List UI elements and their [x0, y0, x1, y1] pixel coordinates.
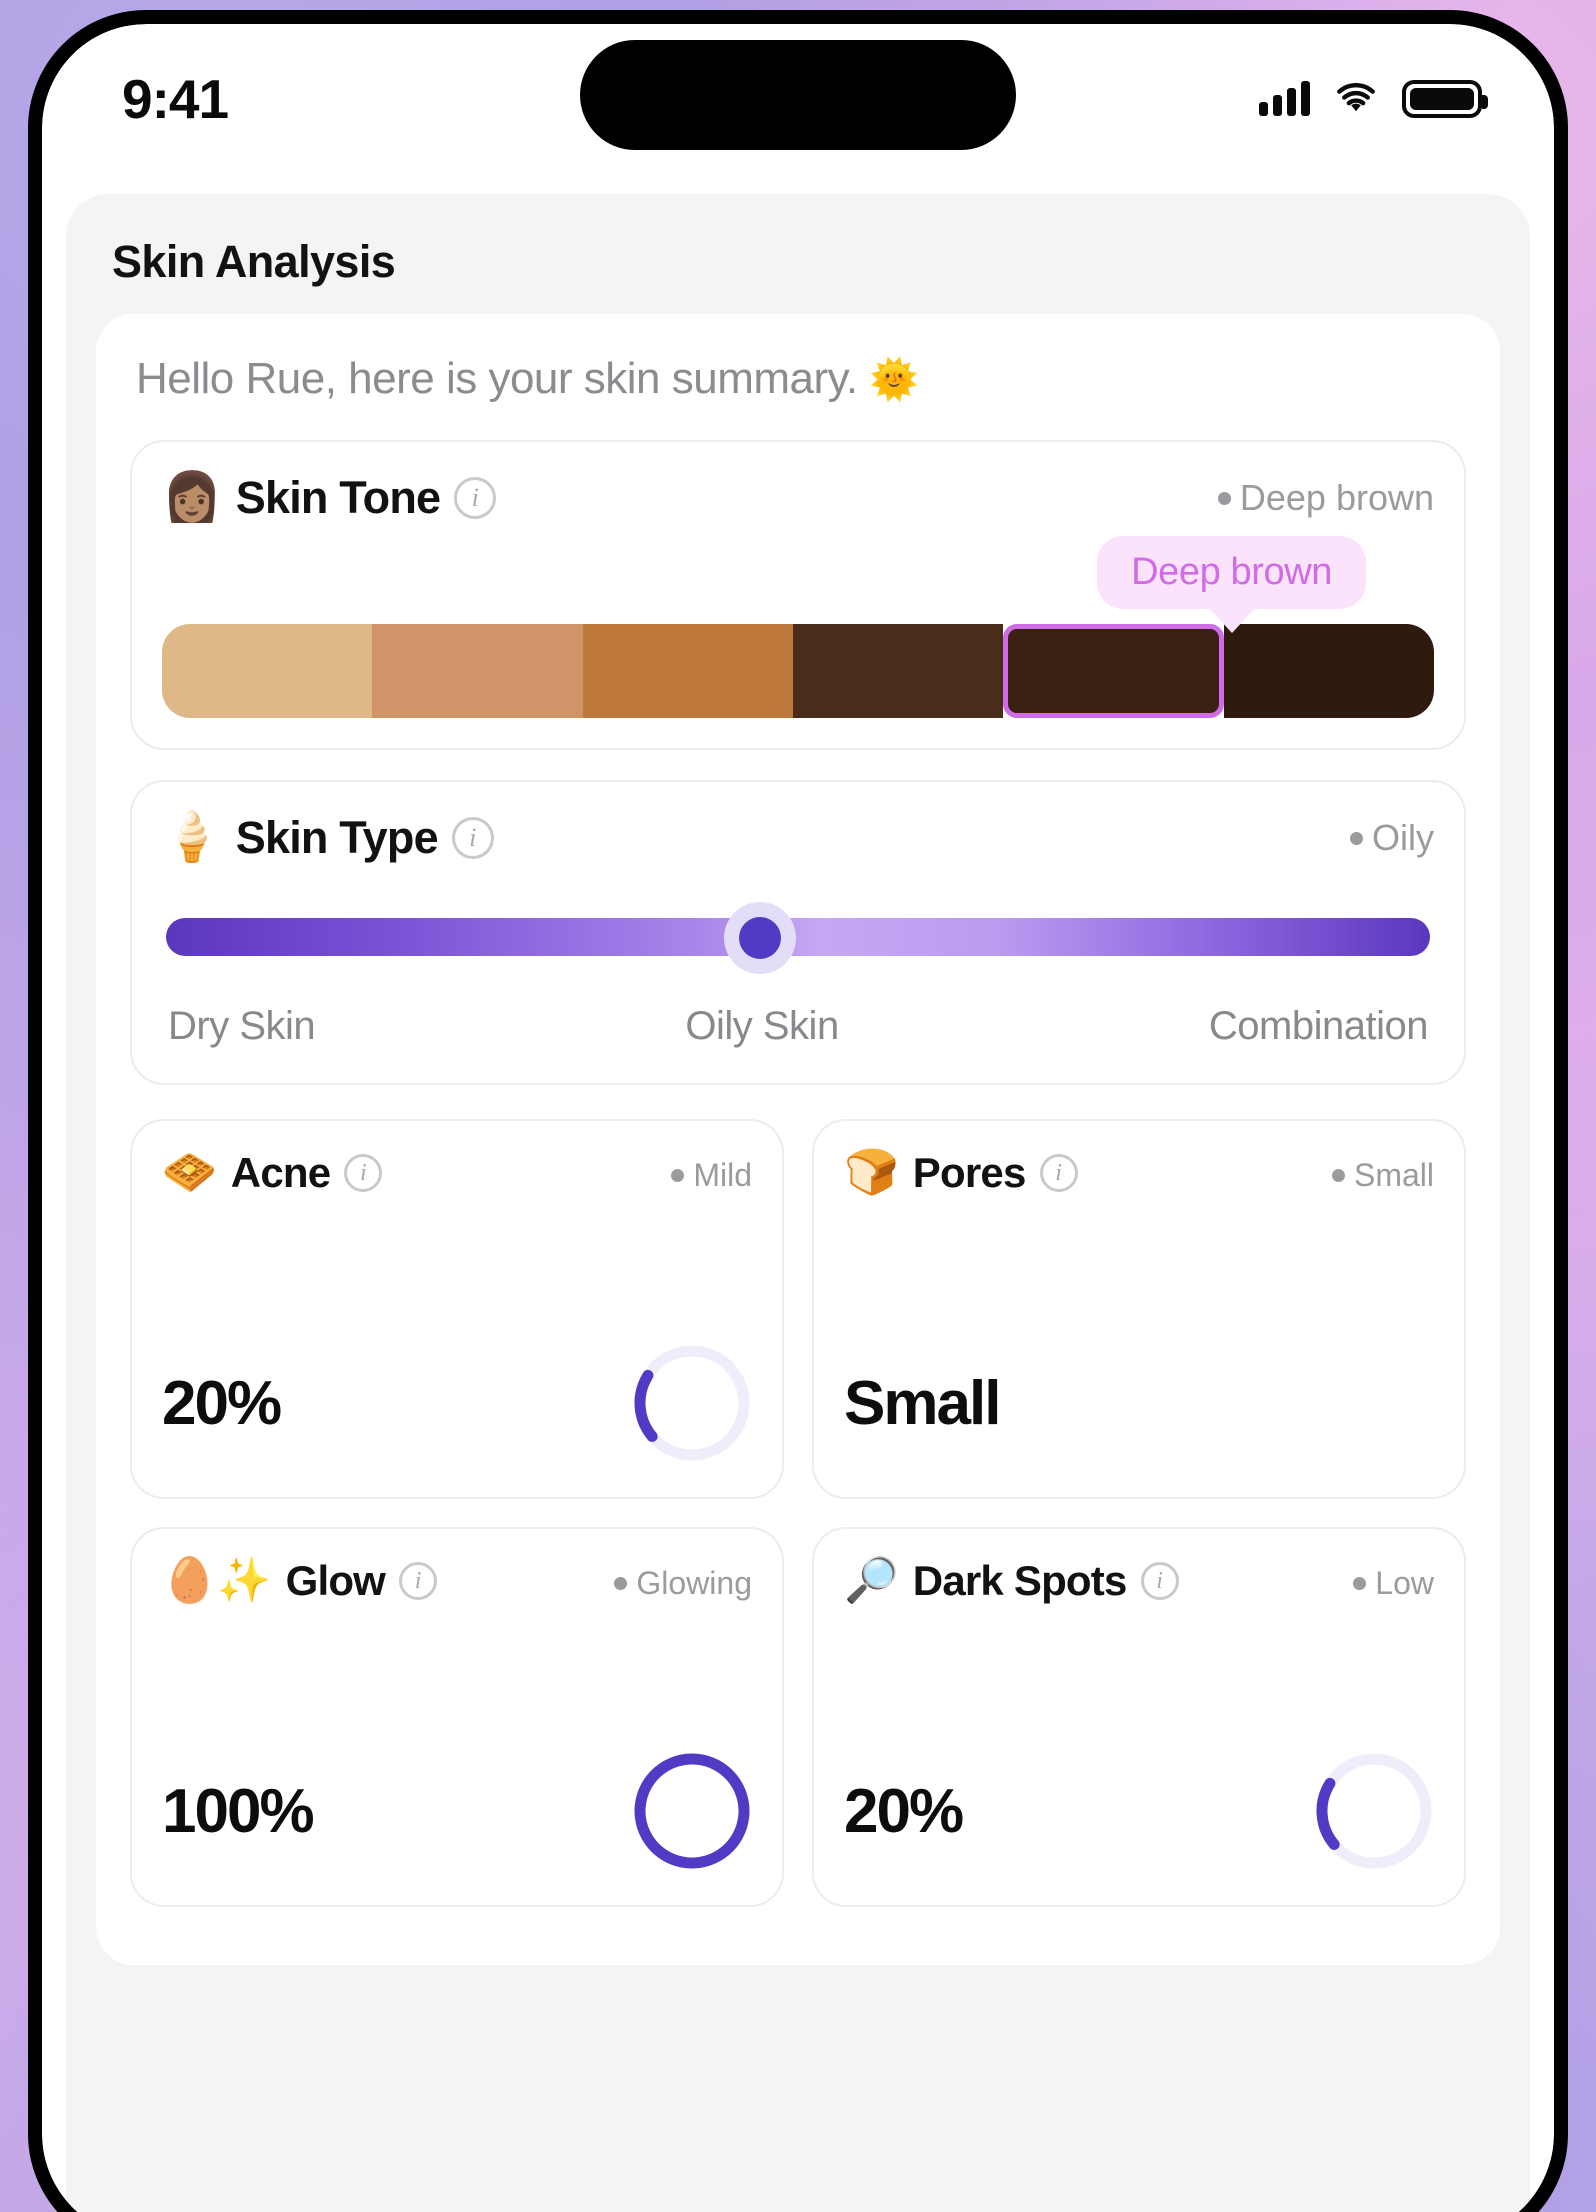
dark-spots-value: 20% — [844, 1776, 964, 1846]
skin-tone-swatch-darkest-brown[interactable] — [1223, 624, 1434, 718]
glow-value: 100% — [162, 1776, 315, 1846]
dynamic-island — [580, 40, 1016, 150]
skin-tone-header: 👩🏽 Skin Tone i Deep brown — [162, 472, 1434, 524]
skin-type-slider[interactable] — [166, 902, 1430, 974]
skin-type-header: 🍦 Skin Type i Oily — [162, 812, 1434, 864]
status-dot-icon — [1331, 1169, 1345, 1182]
skin-type-card[interactable]: 🍦 Skin Type i Oily D — [130, 780, 1466, 1085]
skin-type-status-label: Oily — [1372, 817, 1434, 858]
greeting-message: Hello Rue, here is your skin summary. — [136, 354, 858, 403]
skin-tone-tooltip: Deep brown — [1097, 536, 1366, 609]
glow-emoji: 🥚✨ — [162, 1556, 272, 1606]
slider-thumb[interactable] — [724, 902, 797, 974]
acne-value: 20% — [162, 1368, 282, 1438]
skin-tone-title: Skin Tone — [235, 472, 441, 523]
content-card: Hello Rue, here is your skin summary. 🌞 … — [96, 314, 1500, 1965]
acne-status: Mild — [671, 1157, 752, 1194]
page-title: Skin Analysis — [112, 236, 396, 287]
battery-full-icon — [1402, 80, 1488, 118]
status-dot-icon — [1350, 831, 1363, 845]
acne-status-label: Mild — [693, 1157, 752, 1193]
skin-tone-swatch-medium-brown[interactable] — [582, 624, 793, 718]
skin-analysis-panel: Skin Analysis Hello Rue, here is your sk… — [66, 194, 1530, 2212]
droplet-emoji: 🍦 — [162, 811, 222, 864]
sun-emoji: 🌞 — [869, 358, 919, 402]
skin-tone-swatches[interactable] — [162, 624, 1434, 718]
dark-spots-title: Dark Spots — [912, 1557, 1128, 1604]
pores-header: 🍞 Pores i Small — [844, 1148, 1434, 1198]
pores-status: Small — [1331, 1157, 1434, 1194]
slider-labels: Dry Skin Oily Skin Combination — [162, 1004, 1434, 1049]
cellular-signal-icon — [1259, 81, 1310, 116]
skin-tone-card[interactable]: 👩🏽 Skin Tone i Deep brown Deep brown — [130, 440, 1466, 750]
acne-progress-ring — [634, 1345, 750, 1461]
status-dot-icon — [614, 1577, 628, 1590]
metrics-grid: 🧇 Acne i Mild 20% 🍞 Pores i Small Small 🥚✨ Glow i Glo… — [130, 1119, 1466, 1907]
acne-body: 20% — [162, 1303, 752, 1463]
dark-spots-status-label: Low — [1375, 1565, 1434, 1601]
skin-type-title: Skin Type — [235, 812, 439, 863]
skin-tone-swatch-tan[interactable] — [372, 624, 583, 718]
status-dot-icon — [1353, 1577, 1367, 1590]
dark-spots-header: 🔎 Dark Spots i Low — [844, 1556, 1434, 1606]
slider-label-dry: Dry Skin — [168, 1004, 316, 1048]
pores-emoji: 🍞 — [844, 1148, 899, 1198]
skin-tone-status-label: Deep brown — [1239, 477, 1434, 518]
info-icon[interactable]: i — [451, 817, 494, 859]
dark-spots-status: Low — [1353, 1565, 1434, 1602]
wifi-icon — [1337, 83, 1375, 112]
device-bezel: 9:41 Skin Analysis Hello Rue, here is yo — [28, 10, 1568, 2212]
glow-header: 🥚✨ Glow i Glowing — [162, 1556, 752, 1606]
skin-tone-swatch-deep-brown[interactable] — [1003, 624, 1224, 718]
info-icon[interactable]: i — [399, 1562, 438, 1601]
glow-body: 100% — [162, 1711, 752, 1871]
glow-card[interactable]: 🥚✨ Glow i Glowing 100% — [130, 1527, 784, 1907]
info-icon[interactable]: i — [344, 1154, 383, 1193]
info-icon[interactable]: i — [1039, 1154, 1078, 1193]
woman-emoji: 👩🏽 — [162, 471, 222, 524]
pores-status-label: Small — [1353, 1157, 1434, 1193]
info-icon[interactable]: i — [1140, 1562, 1179, 1601]
acne-header: 🧇 Acne i Mild — [162, 1148, 752, 1198]
pores-body: Small — [844, 1303, 1434, 1463]
skin-tone-swatch-light-tan[interactable] — [162, 624, 373, 718]
slider-label-combination: Combination — [1208, 1004, 1429, 1048]
pores-title: Pores — [912, 1149, 1027, 1196]
dark-spots-card[interactable]: 🔎 Dark Spots i Low 20% — [812, 1527, 1466, 1907]
status-bar: 9:41 — [42, 24, 1554, 160]
skin-type-status: Oily — [1350, 817, 1434, 859]
status-dot-icon — [1217, 491, 1231, 505]
slider-label-oily: Oily Skin — [685, 1004, 839, 1048]
acne-emoji: 🧇 — [162, 1148, 217, 1198]
skin-tone-tooltip-area: Deep brown — [162, 524, 1434, 624]
pores-ring-placeholder — [1314, 1343, 1434, 1463]
info-icon[interactable]: i — [454, 477, 497, 519]
dark-spots-body: 20% — [844, 1711, 1434, 1871]
skin-tone-swatch-dark-brown[interactable] — [792, 624, 1004, 718]
status-time: 9:41 — [122, 68, 229, 130]
glow-status-label: Glowing — [636, 1565, 752, 1601]
pores-value: Small — [844, 1368, 1001, 1438]
acne-card[interactable]: 🧇 Acne i Mild 20% — [130, 1119, 784, 1499]
glow-title: Glow — [285, 1557, 386, 1604]
glow-status: Glowing — [614, 1565, 752, 1602]
phone-screen: 9:41 Skin Analysis Hello Rue, here is yo — [42, 24, 1554, 2212]
status-dot-icon — [671, 1169, 685, 1182]
dark-spots-progress-ring — [1316, 1753, 1432, 1869]
status-icons — [1259, 80, 1488, 118]
pores-card[interactable]: 🍞 Pores i Small Small — [812, 1119, 1466, 1499]
dark-spots-emoji: 🔎 — [844, 1556, 899, 1606]
glow-progress-ring — [634, 1753, 750, 1869]
greeting-text: Hello Rue, here is your skin summary. 🌞 — [136, 354, 1466, 404]
skin-tone-status: Deep brown — [1217, 477, 1434, 519]
acne-title: Acne — [230, 1149, 331, 1196]
slider-track[interactable] — [166, 918, 1430, 956]
